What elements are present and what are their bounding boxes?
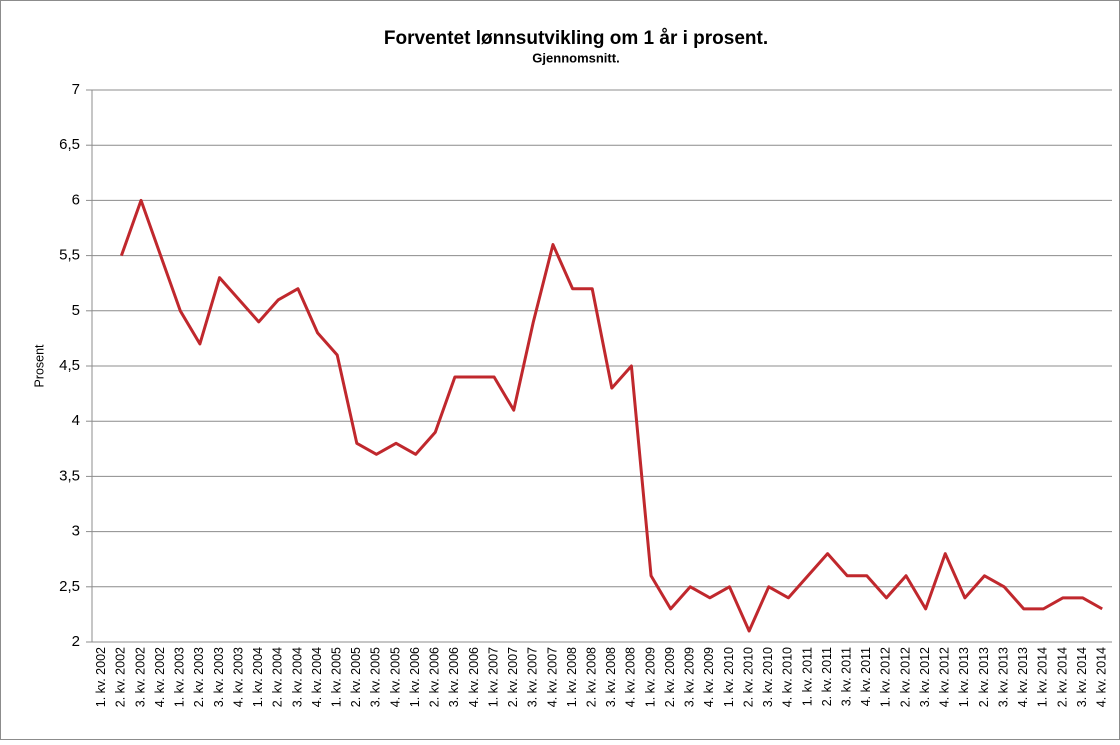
- x-tick-label: 3. kv. 2011: [839, 647, 853, 706]
- x-tick-label: 1. kv. 2014: [1036, 647, 1050, 707]
- x-tick-label: 2. kv. 2005: [349, 647, 363, 707]
- y-tick-label: 4,5: [59, 357, 80, 374]
- x-tick-label: 1. kv. 2011: [800, 647, 814, 706]
- x-tick-label: 1. kv. 2004: [251, 647, 265, 707]
- x-tick-label: 2. kv. 2013: [977, 647, 991, 707]
- x-tick-label: 3. kv. 2005: [369, 647, 383, 707]
- x-tick-label: 3. kv. 2008: [604, 647, 618, 707]
- x-tick-label: 2. kv. 2004: [271, 647, 285, 707]
- y-tick-label: 5: [72, 302, 80, 319]
- x-tick-label: 3. kv. 2009: [683, 647, 697, 707]
- x-tick-label: 1. kv. 2005: [329, 647, 343, 707]
- x-tick-label: 4. kv. 2011: [859, 647, 873, 706]
- x-tick-label: 1. kv. 2013: [957, 647, 971, 707]
- x-tick-label: 4. kv. 2003: [231, 647, 245, 707]
- y-tick-label: 6: [72, 191, 80, 208]
- x-tick-label: 2. kv. 2002: [114, 647, 128, 707]
- x-tick-label: 3. kv. 2002: [133, 647, 147, 707]
- x-tick-label: 1. kv. 2007: [486, 647, 500, 707]
- x-tick-label: 4. kv. 2006: [467, 647, 481, 707]
- chart-subtitle: Gjennomsnitt.: [532, 50, 619, 65]
- y-axis-label: Prosent: [32, 344, 46, 388]
- x-tick-label: 3. kv. 2013: [996, 647, 1010, 707]
- x-tick-label: 2. kv. 2012: [898, 647, 912, 707]
- x-tick-label: 4. kv. 2009: [702, 647, 716, 707]
- x-tick-label: 4. kv. 2004: [310, 647, 324, 707]
- x-tick-label: 4. kv. 2007: [545, 647, 559, 707]
- x-tick-label: 2. kv. 2009: [663, 647, 677, 707]
- y-tick-label: 5,5: [59, 247, 80, 264]
- x-tick-label: 4. kv. 2013: [1016, 647, 1030, 707]
- x-tick-label: 4. kv. 2002: [153, 647, 167, 707]
- x-tick-label: 1. kv. 2006: [408, 647, 422, 707]
- x-tick-label: 2. kv. 2007: [506, 647, 520, 707]
- x-tick-label: 4. kv. 2012: [938, 647, 952, 707]
- x-tick-label: 2. kv. 2003: [192, 647, 206, 707]
- x-tick-label: 3. kv. 2010: [761, 647, 775, 707]
- y-tick-label: 6,5: [59, 136, 80, 153]
- x-tick-label: 4. kv. 2005: [388, 647, 402, 707]
- x-tick-label: 4. kv. 2008: [624, 647, 638, 707]
- y-tick-label: 7: [72, 81, 80, 98]
- x-tick-label: 2. kv. 2011: [820, 647, 834, 706]
- y-tick-label: 2,5: [59, 578, 80, 595]
- x-tick-label: 3. kv. 2004: [290, 647, 304, 707]
- x-tick-label: 2. kv. 2008: [584, 647, 598, 707]
- x-tick-label: 4. kv. 2014: [1094, 647, 1108, 707]
- x-tick-label: 1. kv. 2003: [173, 647, 187, 707]
- x-tick-label: 4. kv. 2010: [781, 647, 795, 707]
- chart-title: Forventet lønnsutvikling om 1 år i prose…: [384, 28, 768, 49]
- data-line: [120, 198, 1103, 633]
- x-tick-label: 3. kv. 2012: [918, 647, 932, 707]
- y-tick-label: 3,5: [59, 467, 80, 484]
- x-tick-label: 3. kv. 2003: [212, 647, 226, 707]
- x-tick-label: 1. kv. 2009: [643, 647, 657, 707]
- x-tick-label: 1. kv. 2008: [565, 647, 579, 707]
- x-tick-label: 2. kv. 2014: [1055, 647, 1069, 707]
- y-tick-label: 3: [72, 523, 80, 540]
- y-tick-label: 2: [72, 633, 80, 650]
- x-tick-label: 2. kv. 2010: [741, 647, 755, 707]
- x-tick-label: 3. kv. 2006: [447, 647, 461, 707]
- y-tick-label: 4: [72, 412, 80, 429]
- x-tick-label: 3. kv. 2014: [1075, 647, 1089, 707]
- x-tick-label: 1. kv. 2002: [94, 647, 108, 707]
- x-tick-label: 2. kv. 2006: [428, 647, 442, 707]
- x-tick-label: 3. kv. 2007: [526, 647, 540, 707]
- x-tick-label: 1. kv. 2010: [722, 647, 736, 707]
- x-tick-label: 1. kv. 2012: [879, 647, 893, 707]
